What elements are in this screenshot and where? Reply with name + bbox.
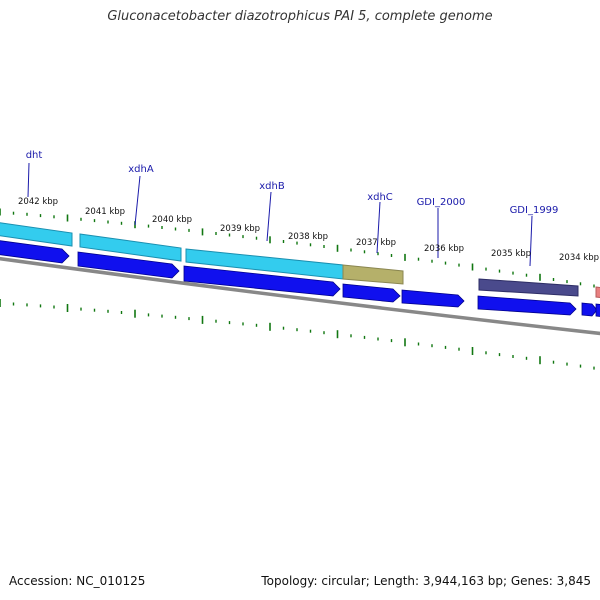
callout-line-xdhC (376, 201, 381, 254)
scale-label: 2038 kbp (288, 232, 328, 242)
callout-line-xdhA (134, 175, 141, 226)
callout-line-GDI_1999 (529, 215, 533, 267)
scale-label: 2036 kbp (424, 244, 464, 254)
inner-tick-marks (0, 299, 595, 370)
map-title: Gluconacetobacter diazotrophicus PAI 5, … (107, 9, 493, 24)
cds-arrow[interactable] (401, 289, 465, 308)
gene-label-GDI_2000: GDI_2000 (417, 197, 466, 208)
feature-xdhC[interactable] (342, 264, 404, 285)
cds-arrow[interactable] (0, 240, 70, 264)
scale-label: 2034 kbp (559, 253, 599, 263)
forward-strand-features (0, 222, 600, 298)
accession-text: Accession: NC_010125 (9, 574, 146, 588)
topology-text: Topology: circular; Length: 3,944,163 bp… (261, 574, 591, 588)
gene-label-GDI_1999: GDI_1999 (510, 205, 559, 216)
gene-label-xdhA: xdhA (128, 164, 154, 175)
scale-label: 2041 kbp (85, 207, 125, 217)
scale-label: 2039 kbp (220, 224, 260, 234)
cds-arrow[interactable] (77, 251, 180, 279)
cds-arrow[interactable] (183, 265, 341, 297)
scale-label: 2042 kbp (18, 197, 58, 207)
gene-label-xdhC: xdhC (367, 192, 393, 203)
gene-callouts: dht xdhA xdhB xdhC GDI_2000 GDI_1999 (26, 150, 559, 267)
scale-labels: 2042 kbp 2041 kbp 2040 kbp 2039 kbp 2038… (18, 197, 599, 263)
cds-arrow[interactable] (581, 302, 598, 317)
callout-line-xdhB (266, 191, 272, 242)
cds-arrow[interactable] (342, 283, 401, 303)
cds-arrow[interactable] (477, 295, 577, 316)
scale-label: 2037 kbp (356, 238, 396, 248)
scale-label: 2040 kbp (152, 215, 192, 225)
feature-xdhA[interactable] (79, 233, 182, 262)
reverse-strand-features (0, 240, 600, 317)
gene-label-xdhB: xdhB (259, 181, 285, 192)
feature-red[interactable] (595, 286, 600, 298)
feature-GDI_1999[interactable] (478, 278, 579, 297)
cds-arrow[interactable] (595, 303, 600, 317)
feature-dht[interactable] (0, 222, 73, 247)
genome-backbone (0, 256, 600, 336)
scale-label: 2035 kbp (491, 249, 531, 259)
gene-label-dht: dht (26, 150, 43, 161)
callout-line-dht (27, 162, 30, 198)
